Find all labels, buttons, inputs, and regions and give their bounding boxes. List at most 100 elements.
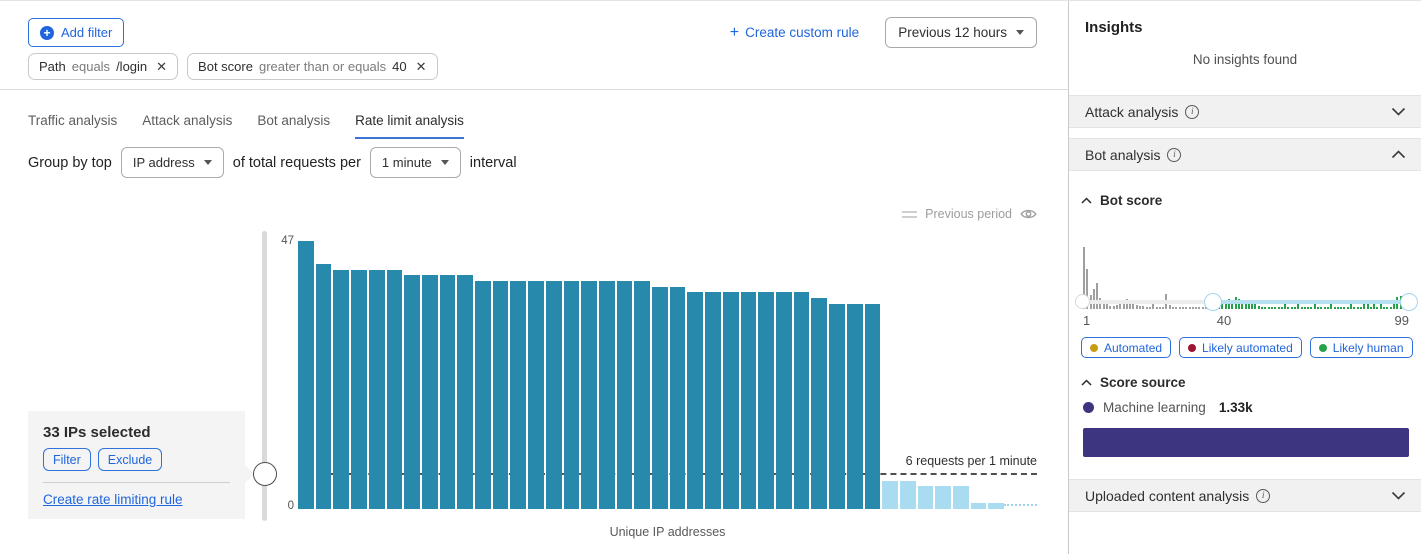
bar[interactable] xyxy=(510,280,527,509)
bar[interactable] xyxy=(811,298,828,509)
histogram-bar xyxy=(1228,299,1231,309)
histogram-bar xyxy=(1102,301,1105,309)
bar[interactable] xyxy=(864,303,881,509)
score-source-bar[interactable] xyxy=(1083,428,1409,457)
histogram-bar xyxy=(1142,306,1145,309)
bar[interactable] xyxy=(634,280,651,509)
slider-handle-to[interactable] xyxy=(1400,293,1418,311)
bar[interactable] xyxy=(953,486,969,509)
bar[interactable] xyxy=(545,280,562,509)
bar[interactable] xyxy=(793,292,810,509)
badge-likely-automated[interactable]: Likely automated xyxy=(1179,337,1302,358)
bar[interactable] xyxy=(988,503,1005,509)
rate-limit-bars xyxy=(298,241,1005,509)
bar[interactable] xyxy=(687,292,704,509)
info-icon[interactable]: i xyxy=(1185,104,1200,119)
score-range-slider[interactable] xyxy=(1075,293,1418,311)
range-min-label: 1 xyxy=(1083,313,1091,328)
histogram-bar xyxy=(1178,307,1181,309)
histogram-bar xyxy=(1294,307,1296,309)
bar[interactable] xyxy=(829,303,845,509)
section-uploaded-content-analysis[interactable]: Uploaded content analysis i xyxy=(1069,479,1421,512)
tab-bot-analysis[interactable]: Bot analysis xyxy=(257,113,331,128)
create-rate-limiting-rule-link[interactable]: Create rate limiting rule xyxy=(43,492,183,507)
eye-visibility-icon[interactable] xyxy=(1020,208,1037,220)
group-by-suffix: interval xyxy=(469,154,517,171)
badge-likely-human[interactable]: Likely human xyxy=(1309,337,1413,358)
histogram-bar xyxy=(1297,302,1300,309)
bar[interactable] xyxy=(846,303,863,509)
bar[interactable] xyxy=(598,280,615,509)
bar[interactable] xyxy=(386,269,403,509)
histogram-bar xyxy=(1270,307,1273,309)
filter-chip-path[interactable]: Path equals /login ✕ xyxy=(28,53,179,80)
bar[interactable] xyxy=(970,503,987,509)
info-icon[interactable]: i xyxy=(1256,488,1271,503)
dimension-dropdown[interactable]: IP address xyxy=(120,147,224,178)
chip-field: Path xyxy=(39,59,66,74)
machine-learning-label: Machine learning xyxy=(1103,400,1206,415)
filter-chip-bot-score[interactable]: Bot score greater than or equals 40 ✕ xyxy=(187,53,438,80)
selection-panel: 33 IPs selected Filter Exclude Create ra… xyxy=(28,411,254,519)
info-icon[interactable]: i xyxy=(1167,147,1182,162)
filter-button[interactable]: Filter xyxy=(43,448,91,471)
bar[interactable] xyxy=(669,286,686,509)
histogram-bar xyxy=(1261,307,1264,309)
plus-circle-icon: + xyxy=(40,25,54,40)
bar[interactable] xyxy=(705,292,721,509)
bar[interactable] xyxy=(899,480,916,509)
bar[interactable] xyxy=(298,241,314,509)
bar[interactable] xyxy=(935,486,952,509)
score-source-collapse[interactable]: Score source xyxy=(1081,375,1186,390)
bar[interactable] xyxy=(404,275,420,509)
tab-rate-limit-analysis[interactable]: Rate limit analysis xyxy=(355,113,464,139)
histogram-bar xyxy=(1359,307,1362,309)
bar[interactable] xyxy=(740,292,757,509)
bar[interactable] xyxy=(775,292,792,509)
bar[interactable] xyxy=(652,286,668,509)
tab-attack-analysis[interactable]: Attack analysis xyxy=(142,113,233,128)
bar[interactable] xyxy=(722,292,739,509)
chip-operator: greater than or equals xyxy=(258,59,387,74)
bot-score-collapse[interactable]: Bot score xyxy=(1081,193,1162,208)
section-attack-analysis[interactable]: Attack analysis i xyxy=(1069,95,1421,128)
interval-dropdown[interactable]: 1 minute xyxy=(369,147,461,178)
time-range-dropdown[interactable]: Previous 12 hours xyxy=(885,17,1037,48)
bar[interactable] xyxy=(581,280,597,509)
histogram-bar xyxy=(1376,307,1379,309)
threshold-slider-handle[interactable] xyxy=(253,462,277,486)
trailing-dotted-bars xyxy=(1004,504,1037,506)
badge-automated[interactable]: Automated xyxy=(1081,337,1172,358)
histogram-bar xyxy=(1106,304,1109,309)
bar[interactable] xyxy=(528,280,544,509)
tab-traffic-analysis[interactable]: Traffic analysis xyxy=(28,113,118,128)
bar[interactable] xyxy=(439,275,456,509)
bar[interactable] xyxy=(421,275,438,509)
histogram-bar xyxy=(1181,307,1184,309)
bar[interactable] xyxy=(368,269,385,509)
chip-remove-icon[interactable]: ✕ xyxy=(156,58,168,74)
bar[interactable] xyxy=(333,269,350,509)
section-bot-analysis[interactable]: Bot analysis i xyxy=(1069,138,1421,171)
bar[interactable] xyxy=(351,269,367,509)
chip-remove-icon[interactable]: ✕ xyxy=(415,58,427,74)
bar[interactable] xyxy=(457,275,474,509)
range-from-label: 40 xyxy=(1216,313,1232,328)
create-custom-rule-link[interactable]: + Create custom rule xyxy=(730,24,859,41)
bar[interactable] xyxy=(492,280,509,509)
bar[interactable] xyxy=(563,280,580,509)
bar[interactable] xyxy=(917,486,934,509)
bar[interactable] xyxy=(315,263,332,509)
histogram-bar xyxy=(1132,301,1135,309)
threshold-slider-track[interactable] xyxy=(262,231,267,521)
histogram-bar xyxy=(1092,289,1095,309)
bar[interactable] xyxy=(882,480,898,509)
add-filter-button[interactable]: + Add filter xyxy=(28,18,125,47)
bar[interactable] xyxy=(475,280,491,509)
group-by-row: Group by top IP address of total request… xyxy=(28,147,517,178)
histogram-bar xyxy=(1274,307,1277,309)
exclude-button[interactable]: Exclude xyxy=(97,448,163,471)
bar[interactable] xyxy=(616,280,633,509)
bar[interactable] xyxy=(758,292,774,509)
slider-handle-from[interactable] xyxy=(1204,293,1223,311)
